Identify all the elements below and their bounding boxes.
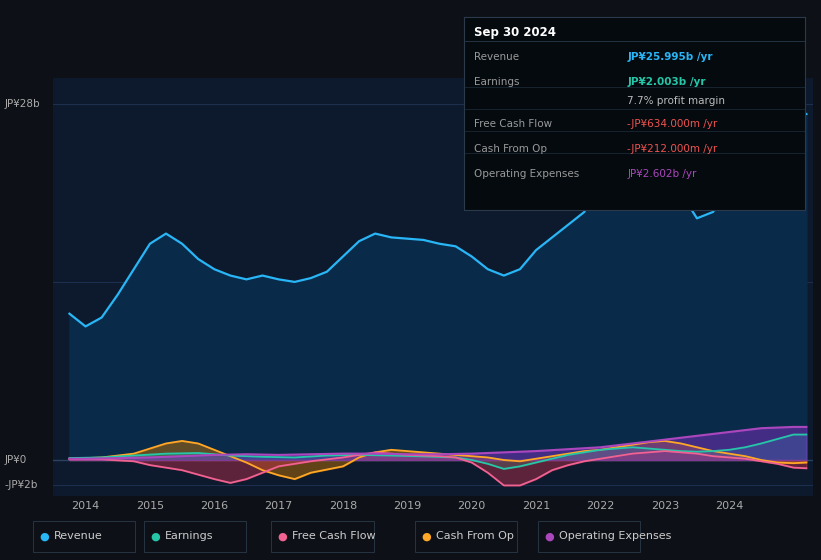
Text: ●: ● [421, 531, 431, 541]
Text: JP¥0: JP¥0 [4, 455, 26, 465]
Text: -JP¥212.000m /yr: -JP¥212.000m /yr [627, 144, 718, 155]
Text: Revenue: Revenue [54, 531, 103, 541]
Text: ●: ● [277, 531, 287, 541]
Text: JP¥2.003b /yr: JP¥2.003b /yr [627, 77, 706, 87]
Text: Free Cash Flow: Free Cash Flow [474, 119, 553, 129]
Text: Revenue: Revenue [474, 52, 519, 62]
Text: -JP¥2b: -JP¥2b [4, 480, 38, 491]
Text: Earnings: Earnings [165, 531, 213, 541]
Text: ●: ● [544, 531, 554, 541]
Text: Cash From Op: Cash From Op [436, 531, 514, 541]
Text: Free Cash Flow: Free Cash Flow [292, 531, 376, 541]
Text: Operating Expenses: Operating Expenses [559, 531, 672, 541]
Text: ●: ● [39, 531, 49, 541]
Text: Operating Expenses: Operating Expenses [474, 170, 580, 179]
Text: 7.7% profit margin: 7.7% profit margin [627, 96, 726, 106]
Text: Cash From Op: Cash From Op [474, 144, 547, 155]
Text: Earnings: Earnings [474, 77, 520, 87]
Text: -JP¥634.000m /yr: -JP¥634.000m /yr [627, 119, 718, 129]
Text: JP¥25.995b /yr: JP¥25.995b /yr [627, 52, 713, 62]
Text: ●: ● [150, 531, 160, 541]
Text: JP¥28b: JP¥28b [4, 99, 39, 109]
Text: JP¥2.602b /yr: JP¥2.602b /yr [627, 170, 697, 179]
Text: Sep 30 2024: Sep 30 2024 [474, 26, 556, 39]
